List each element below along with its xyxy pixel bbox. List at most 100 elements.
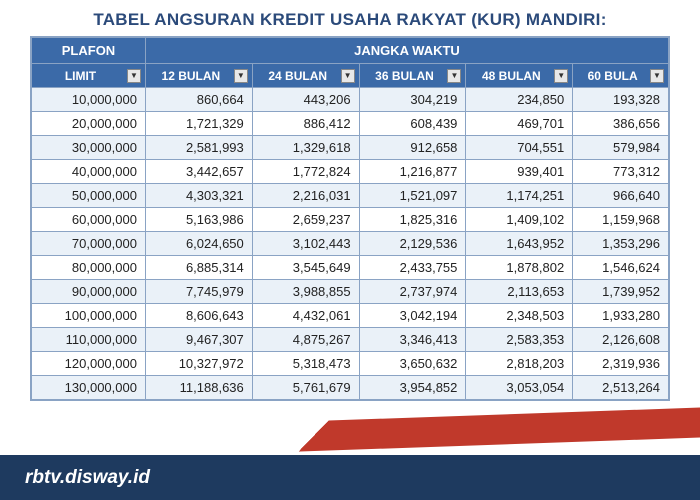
table-body: 10,000,000860,664443,206304,219234,85019… [32,88,669,400]
site-url: rbtv.disway.id [25,467,150,489]
installment-cell: 1,353,296 [573,232,669,256]
table-row: 90,000,0007,745,9793,988,8552,737,9742,1… [32,280,669,304]
table-row: 30,000,0002,581,9931,329,618912,658704,5… [32,136,669,160]
footer-stripe: rbtv.disway.id [0,425,700,500]
installment-cell: 2,129,536 [359,232,466,256]
installment-cell: 3,954,852 [359,376,466,400]
table-title: TABEL ANGSURAN KREDIT USAHA RAKYAT (KUR)… [30,10,670,30]
installment-cell: 1,933,280 [573,304,669,328]
limit-cell: 50,000,000 [32,184,146,208]
installment-cell: 234,850 [466,88,573,112]
installment-cell: 773,312 [573,160,669,184]
table-row: 50,000,0004,303,3212,216,0311,521,0971,1… [32,184,669,208]
limit-cell: 90,000,000 [32,280,146,304]
installment-cell: 1,409,102 [466,208,573,232]
installment-cell: 1,329,618 [252,136,359,160]
limit-cell: 100,000,000 [32,304,146,328]
table-row: 120,000,00010,327,9725,318,4733,650,6322… [32,352,669,376]
header-period-60[interactable]: 60 BULA ▼ [573,64,669,88]
installment-cell: 2,583,353 [466,328,573,352]
limit-cell: 20,000,000 [32,112,146,136]
installment-cell: 3,650,632 [359,352,466,376]
limit-label: LIMIT [36,69,125,83]
limit-cell: 40,000,000 [32,160,146,184]
table-row: 80,000,0006,885,3143,545,6492,433,7551,8… [32,256,669,280]
header-period-12[interactable]: 12 BULAN ▼ [145,64,252,88]
limit-cell: 110,000,000 [32,328,146,352]
installment-cell: 1,216,877 [359,160,466,184]
installment-cell: 3,988,855 [252,280,359,304]
table-row: 110,000,0009,467,3074,875,2673,346,4132,… [32,328,669,352]
filter-dropdown-icon[interactable]: ▼ [650,69,664,83]
header-jangka: JANGKA WAKTU [145,38,668,64]
installment-cell: 1,825,316 [359,208,466,232]
filter-dropdown-icon[interactable]: ▼ [447,69,461,83]
header-sub-row: LIMIT ▼ 12 BULAN ▼ 24 BULAN ▼ [32,64,669,88]
period-label-0: 12 BULAN [150,69,232,83]
installment-cell: 1,739,952 [573,280,669,304]
installment-cell: 3,042,194 [359,304,466,328]
header-period-36[interactable]: 36 BULAN ▼ [359,64,466,88]
red-accent-stripe [0,408,700,462]
installment-cell: 5,318,473 [252,352,359,376]
filter-dropdown-icon[interactable]: ▼ [341,69,355,83]
installment-cell: 2,113,653 [466,280,573,304]
installment-cell: 1,878,802 [466,256,573,280]
installment-cell: 9,467,307 [145,328,252,352]
period-label-4: 60 BULA [577,69,648,83]
installment-cell: 1,174,251 [466,184,573,208]
installment-cell: 4,875,267 [252,328,359,352]
installment-cell: 2,433,755 [359,256,466,280]
installment-cell: 966,640 [573,184,669,208]
installment-cell: 1,521,097 [359,184,466,208]
installment-cell: 304,219 [359,88,466,112]
installment-cell: 608,439 [359,112,466,136]
header-limit[interactable]: LIMIT ▼ [32,64,146,88]
installment-cell: 7,745,979 [145,280,252,304]
header-plafon: PLAFON [32,38,146,64]
installment-cell: 704,551 [466,136,573,160]
period-label-2: 36 BULAN [364,69,446,83]
limit-cell: 60,000,000 [32,208,146,232]
installment-cell: 939,401 [466,160,573,184]
installment-cell: 2,126,608 [573,328,669,352]
installment-cell: 2,319,936 [573,352,669,376]
installment-cell: 5,163,986 [145,208,252,232]
header-period-24[interactable]: 24 BULAN ▼ [252,64,359,88]
table-row: 20,000,0001,721,329886,412608,439469,701… [32,112,669,136]
installment-cell: 886,412 [252,112,359,136]
period-label-1: 24 BULAN [257,69,339,83]
installment-cell: 3,545,649 [252,256,359,280]
installment-cell: 10,327,972 [145,352,252,376]
installment-cell: 2,348,503 [466,304,573,328]
installment-cell: 386,656 [573,112,669,136]
table-row: 70,000,0006,024,6503,102,4432,129,5361,6… [32,232,669,256]
installment-cell: 193,328 [573,88,669,112]
installment-cell: 2,513,264 [573,376,669,400]
installment-cell: 8,606,643 [145,304,252,328]
filter-dropdown-icon[interactable]: ▼ [554,69,568,83]
limit-cell: 120,000,000 [32,352,146,376]
installment-cell: 3,102,443 [252,232,359,256]
limit-cell: 80,000,000 [32,256,146,280]
installment-cell: 2,737,974 [359,280,466,304]
footer-bar: rbtv.disway.id [0,455,700,500]
header-period-48[interactable]: 48 BULAN ▼ [466,64,573,88]
installment-cell: 912,658 [359,136,466,160]
installment-cell: 1,721,329 [145,112,252,136]
table-row: 40,000,0003,442,6571,772,8241,216,877939… [32,160,669,184]
installment-cell: 2,659,237 [252,208,359,232]
installment-cell: 1,159,968 [573,208,669,232]
filter-dropdown-icon[interactable]: ▼ [127,69,141,83]
installment-cell: 860,664 [145,88,252,112]
limit-cell: 30,000,000 [32,136,146,160]
period-label-3: 48 BULAN [470,69,552,83]
installment-cell: 1,546,624 [573,256,669,280]
filter-dropdown-icon[interactable]: ▼ [234,69,248,83]
installment-cell: 2,216,031 [252,184,359,208]
installment-cell: 2,818,203 [466,352,573,376]
installment-cell: 3,442,657 [145,160,252,184]
installment-cell: 469,701 [466,112,573,136]
installment-cell: 579,984 [573,136,669,160]
installment-cell: 11,188,636 [145,376,252,400]
